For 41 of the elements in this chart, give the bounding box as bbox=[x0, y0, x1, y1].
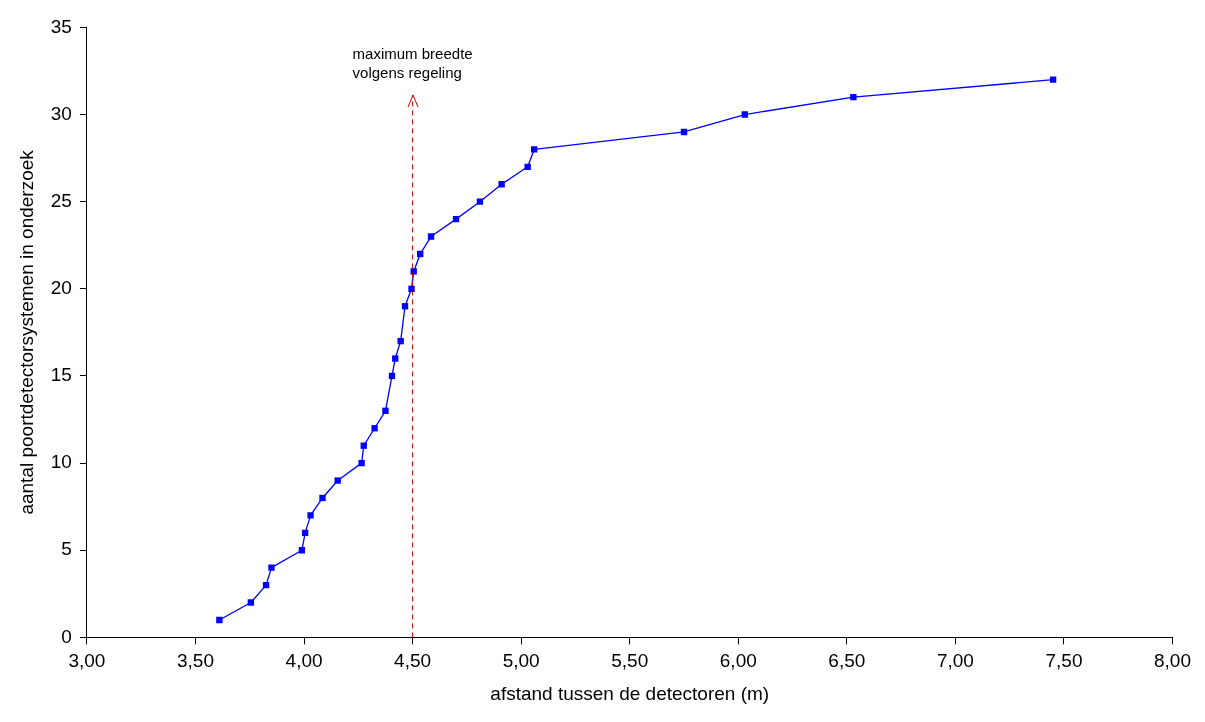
x-tick-label: 4,50 bbox=[394, 650, 432, 672]
point bbox=[307, 512, 314, 519]
ref-line-label: maximum breedte volgens regeling bbox=[352, 45, 473, 82]
y-tick-label: 30 bbox=[50, 102, 72, 124]
x-tick-label: 6,00 bbox=[719, 650, 757, 672]
point bbox=[268, 564, 275, 571]
point bbox=[392, 355, 399, 362]
point bbox=[741, 111, 748, 118]
y-tick-label: 20 bbox=[50, 277, 72, 299]
x-tick-label: 6,50 bbox=[828, 650, 866, 672]
point bbox=[382, 407, 389, 415]
point bbox=[247, 599, 255, 606]
y-tick-label: 0 bbox=[61, 625, 72, 647]
point bbox=[410, 268, 417, 275]
y-tick-label: 15 bbox=[50, 364, 72, 386]
x-tick-label: 8,00 bbox=[1154, 650, 1191, 672]
x-tick-label: 5,50 bbox=[611, 650, 649, 672]
x-axis-title: afstand tussen de detectoren (m) bbox=[490, 682, 770, 704]
point bbox=[334, 477, 341, 484]
y-tick-label: 10 bbox=[50, 451, 72, 473]
y-tick-label: 35 bbox=[50, 15, 72, 37]
x-tick-label: 5,00 bbox=[502, 650, 540, 672]
point bbox=[397, 337, 404, 345]
x-tick-label: 7,00 bbox=[936, 650, 974, 672]
point bbox=[524, 163, 531, 171]
y-axis-title: aantal poortdetectorsystemen in onderzoek bbox=[15, 149, 37, 515]
point bbox=[408, 285, 415, 293]
x-tick-label: 3,00 bbox=[68, 650, 106, 672]
x-tick-label: 7,50 bbox=[1045, 650, 1083, 672]
point bbox=[498, 181, 505, 188]
x-tick-label: 3,50 bbox=[177, 650, 214, 672]
x-tick-label: 4,00 bbox=[285, 650, 323, 672]
y-tick-label: 5 bbox=[61, 538, 72, 560]
point bbox=[319, 494, 326, 502]
point bbox=[850, 93, 857, 101]
point bbox=[358, 459, 365, 467]
point bbox=[371, 425, 378, 432]
point bbox=[531, 146, 538, 153]
point bbox=[427, 233, 435, 240]
point bbox=[216, 616, 223, 624]
y-tick-label: 25 bbox=[50, 189, 72, 211]
